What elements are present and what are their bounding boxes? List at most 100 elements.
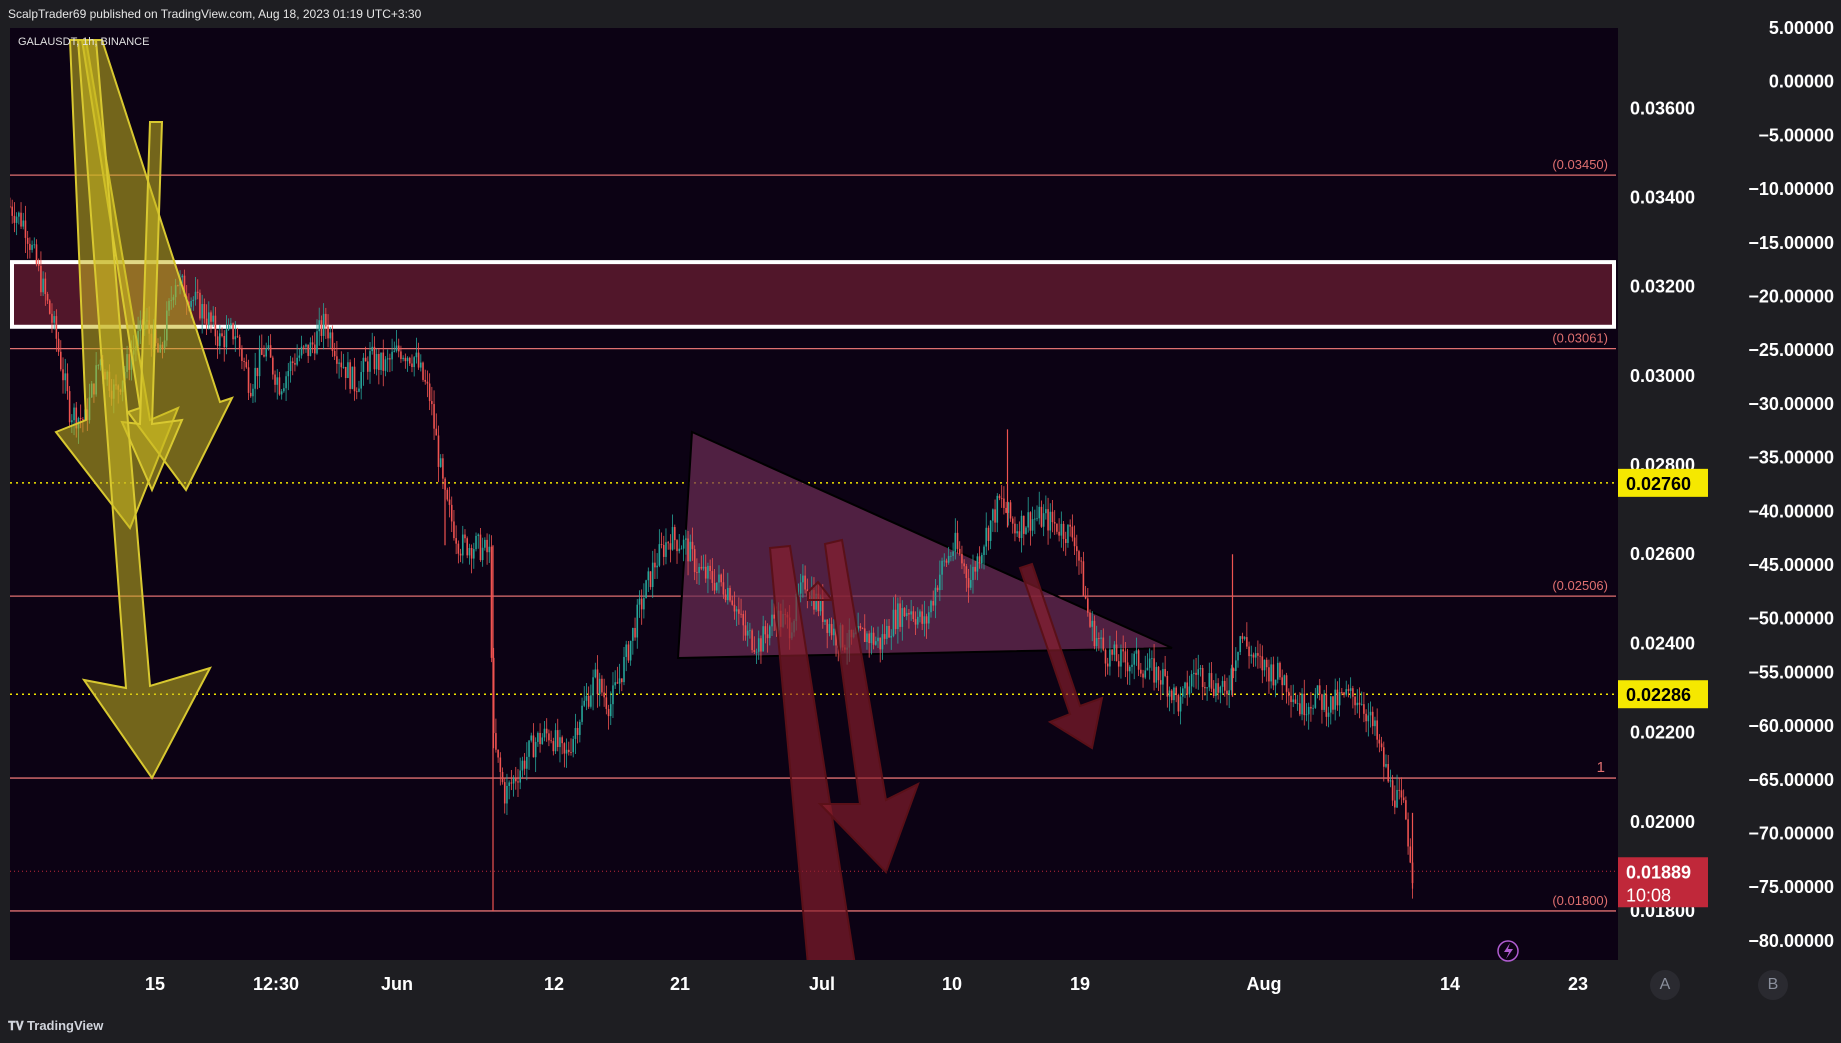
level-label: (0.03061) [1552, 331, 1608, 346]
dotted-level-price-tag [1618, 680, 1708, 709]
candle [1360, 691, 1363, 706]
candle [468, 543, 471, 565]
candle [735, 606, 738, 627]
candle [413, 356, 415, 377]
candle [541, 733, 544, 745]
publish-info: ScalpTrader69 published on TradingView.c… [8, 7, 422, 21]
candle [908, 608, 910, 629]
candle [214, 306, 217, 346]
candle [1034, 509, 1036, 535]
candle [1124, 641, 1127, 678]
candle [863, 614, 866, 643]
candle [1181, 686, 1184, 704]
candle [698, 563, 700, 585]
candle [548, 729, 550, 747]
candle [459, 548, 462, 563]
candle [598, 672, 601, 707]
candle [311, 335, 314, 354]
candle [263, 345, 265, 358]
candle [256, 367, 259, 390]
candle [1199, 664, 1202, 677]
candle [1140, 662, 1142, 678]
candle [495, 718, 497, 753]
candle [1151, 650, 1153, 671]
candle [1036, 505, 1038, 522]
candle [693, 545, 696, 581]
candle [1321, 693, 1323, 724]
lightning-icon[interactable] [1497, 940, 1519, 962]
candle [632, 627, 634, 655]
candle [490, 535, 493, 663]
candle [894, 594, 897, 635]
candle [227, 318, 230, 331]
candle [1128, 665, 1131, 686]
candle [210, 310, 212, 333]
candle [916, 607, 919, 629]
candle [1257, 640, 1259, 669]
candle [1170, 689, 1173, 704]
candle [274, 370, 276, 393]
candle [508, 780, 510, 800]
candle [936, 585, 939, 592]
candle [1201, 665, 1204, 701]
candle [687, 530, 689, 576]
candle [742, 610, 745, 641]
candle [393, 341, 396, 353]
candle [762, 615, 764, 652]
candle [1137, 648, 1140, 677]
candle [225, 315, 228, 355]
candle [1100, 629, 1102, 653]
candle [1095, 625, 1098, 652]
candle [1082, 551, 1085, 597]
candle [640, 589, 643, 625]
candle [713, 569, 716, 595]
candle [1056, 523, 1058, 535]
candle [389, 353, 391, 373]
candle [696, 558, 698, 584]
candle [1157, 665, 1160, 691]
candle [539, 723, 541, 753]
candle [804, 565, 806, 594]
candle [1022, 515, 1025, 546]
candle [594, 662, 597, 679]
button-a[interactable]: A [1650, 970, 1680, 1000]
candle [199, 289, 201, 321]
candle [1007, 501, 1010, 526]
candle [296, 344, 298, 367]
candle [965, 563, 968, 592]
candle [561, 735, 563, 755]
candle [382, 339, 385, 387]
candle [1409, 838, 1412, 864]
candle [247, 359, 250, 401]
candle [435, 413, 438, 436]
candle [327, 314, 329, 348]
candle [22, 212, 25, 230]
candle [967, 568, 970, 603]
candle [241, 345, 243, 370]
candle [307, 344, 309, 363]
candle [1184, 681, 1186, 699]
button-b[interactable]: B [1758, 970, 1788, 1000]
dotted-level-price-tag [1618, 468, 1708, 497]
candle [981, 552, 983, 569]
tradingview-logo[interactable]: 𝐓𝐕 TradingView [8, 1018, 104, 1033]
candle [1190, 670, 1193, 694]
candle [830, 617, 833, 640]
candle [1126, 648, 1129, 685]
candle [439, 454, 442, 468]
candle [397, 338, 400, 358]
candle [654, 548, 656, 579]
candle [1020, 510, 1023, 553]
percent-tick-label: −25.00000 [1748, 340, 1834, 360]
percent-tick-label: −45.00000 [1748, 555, 1834, 575]
candle [1014, 516, 1016, 542]
candle [1093, 615, 1096, 650]
candle [1155, 662, 1158, 688]
time-tick-label: 15 [145, 974, 165, 994]
candle [510, 770, 513, 791]
candle [969, 564, 972, 591]
candle [320, 315, 323, 342]
percent-tick-label: 5.00000 [1769, 18, 1834, 38]
candle [612, 672, 614, 719]
